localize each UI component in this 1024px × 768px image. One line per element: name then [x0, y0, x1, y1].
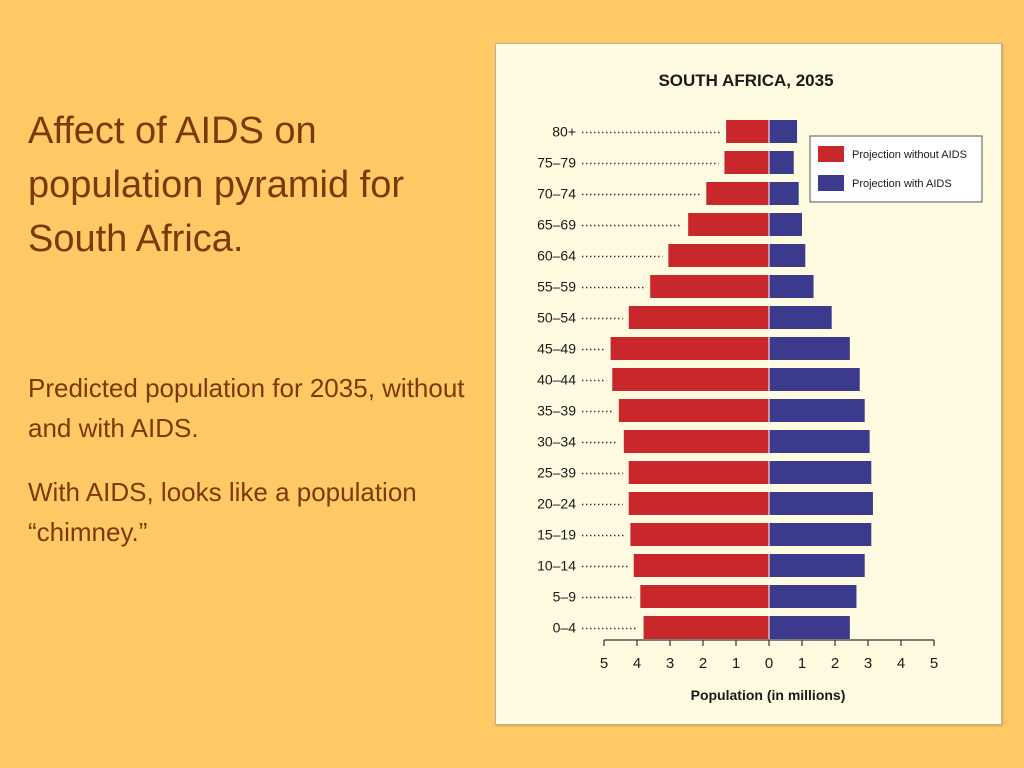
slide-paragraph-chimney: With AIDS, looks like a population “chim… [28, 477, 417, 547]
x-tick-label: 2 [831, 655, 839, 672]
legend-box [809, 135, 983, 203]
bar-with-aids-80 [769, 120, 798, 143]
legend-swatch-with-aids [818, 175, 844, 191]
x-tick-label: 5 [600, 655, 608, 672]
x-axis-label: Population (in millions) [691, 687, 846, 703]
population-pyramid-chart: SOUTH AFRICA, 2035 80+ 75–79 70–74 65–69 60–… [537, 71, 983, 703]
bar-without-aids-20-24 [628, 492, 769, 515]
age-label-10-14: 10–14 [537, 558, 576, 574]
bar-without-aids-65-69 [688, 213, 769, 236]
bar-with-aids-35-39 [769, 399, 865, 422]
age-label-75-79: 75–79 [537, 155, 576, 171]
bar-with-aids-55-59 [769, 275, 814, 298]
legend-label-with-aids: Projection with AIDS [852, 178, 952, 190]
bar-with-aids-60-64 [769, 244, 806, 267]
age-label-40-44: 40–44 [537, 372, 576, 388]
bar-with-aids-40-44 [769, 368, 860, 391]
age-label-0-4: 0–4 [553, 620, 577, 636]
age-label-15-19: 15–19 [537, 527, 576, 543]
age-label-55-59: 55–59 [537, 279, 576, 295]
bar-with-aids-20-24 [769, 492, 873, 515]
x-tick-label: 1 [732, 655, 740, 672]
bar-without-aids-25-39 [628, 461, 769, 484]
age-label-25-39: 25–39 [537, 465, 576, 481]
x-tick-label: 2 [699, 655, 707, 672]
bar-with-aids-5-9 [769, 585, 857, 608]
legend-swatch-without-aids [818, 146, 844, 162]
age-label-65-69: 65–69 [537, 217, 576, 233]
age-labels-group: 80+ 75–79 70–74 65–69 60–64 55–59 50–54 45–49 40… [537, 124, 721, 636]
bar-without-aids-5-9 [640, 585, 769, 608]
chart-title: SOUTH AFRICA, 2035 [658, 71, 833, 90]
bar-without-aids-15-19 [630, 523, 769, 546]
bar-without-aids-75-79 [724, 151, 769, 174]
age-label-60-64: 60–64 [537, 248, 576, 264]
bar-without-aids-35-39 [618, 399, 769, 422]
x-tick-label: 4 [897, 655, 905, 672]
legend-label-without-aids: Projection without AIDS [852, 149, 967, 161]
bar-with-aids-0-4 [769, 616, 850, 639]
x-tick-label: 0 [765, 655, 773, 672]
bar-without-aids-70-74 [706, 182, 769, 205]
bar-with-aids-30-34 [769, 430, 870, 453]
x-tick-label: 4 [633, 655, 641, 672]
x-tick-label: 3 [666, 655, 674, 672]
bar-with-aids-25-39 [769, 461, 872, 484]
legend: Projection without AIDS Projection with … [809, 135, 983, 203]
bar-without-aids-30-34 [623, 430, 769, 453]
age-label-30-34: 30–34 [537, 434, 576, 450]
bar-with-aids-50-54 [769, 306, 832, 329]
chart-panel: SOUTH AFRICA, 2035 80+ 75–79 70–74 65–69 60–… [495, 43, 1002, 725]
bar-without-aids-55-59 [650, 275, 769, 298]
bar-with-aids-70-74 [769, 182, 799, 205]
bar-with-aids-75-79 [769, 151, 794, 174]
age-label-50-54: 50–54 [537, 310, 576, 326]
slide-title: Affect of AIDS on population pyramid for… [28, 110, 404, 260]
bar-without-aids-80 [726, 120, 769, 143]
x-tick-label: 5 [930, 655, 938, 672]
bar-without-aids-0-4 [643, 616, 769, 639]
bar-without-aids-50-54 [628, 306, 769, 329]
bar-with-aids-10-14 [769, 554, 865, 577]
age-label-70-74: 70–74 [537, 186, 576, 202]
bar-without-aids-10-14 [633, 554, 769, 577]
x-tick-label: 3 [864, 655, 872, 672]
bar-with-aids-45-49 [769, 337, 850, 360]
bar-without-aids-60-64 [668, 244, 769, 267]
age-label-20-24: 20–24 [537, 496, 576, 512]
age-label-80: 80+ [552, 124, 576, 140]
age-label-35-39: 35–39 [537, 403, 576, 419]
slide-paragraph-prediction: Predicted population for 2035, without a… [28, 373, 465, 443]
age-label-5-9: 5–9 [553, 589, 577, 605]
x-axis: 5 4 3 2 1 0 1 2 3 4 5 [600, 639, 938, 672]
age-label-45-49: 45–49 [537, 341, 576, 357]
bar-without-aids-40-44 [612, 368, 769, 391]
x-tick-label: 1 [798, 655, 806, 672]
bars-group [610, 116, 873, 643]
bar-without-aids-45-49 [610, 337, 769, 360]
bar-with-aids-65-69 [769, 213, 802, 236]
bar-with-aids-15-19 [769, 523, 872, 546]
